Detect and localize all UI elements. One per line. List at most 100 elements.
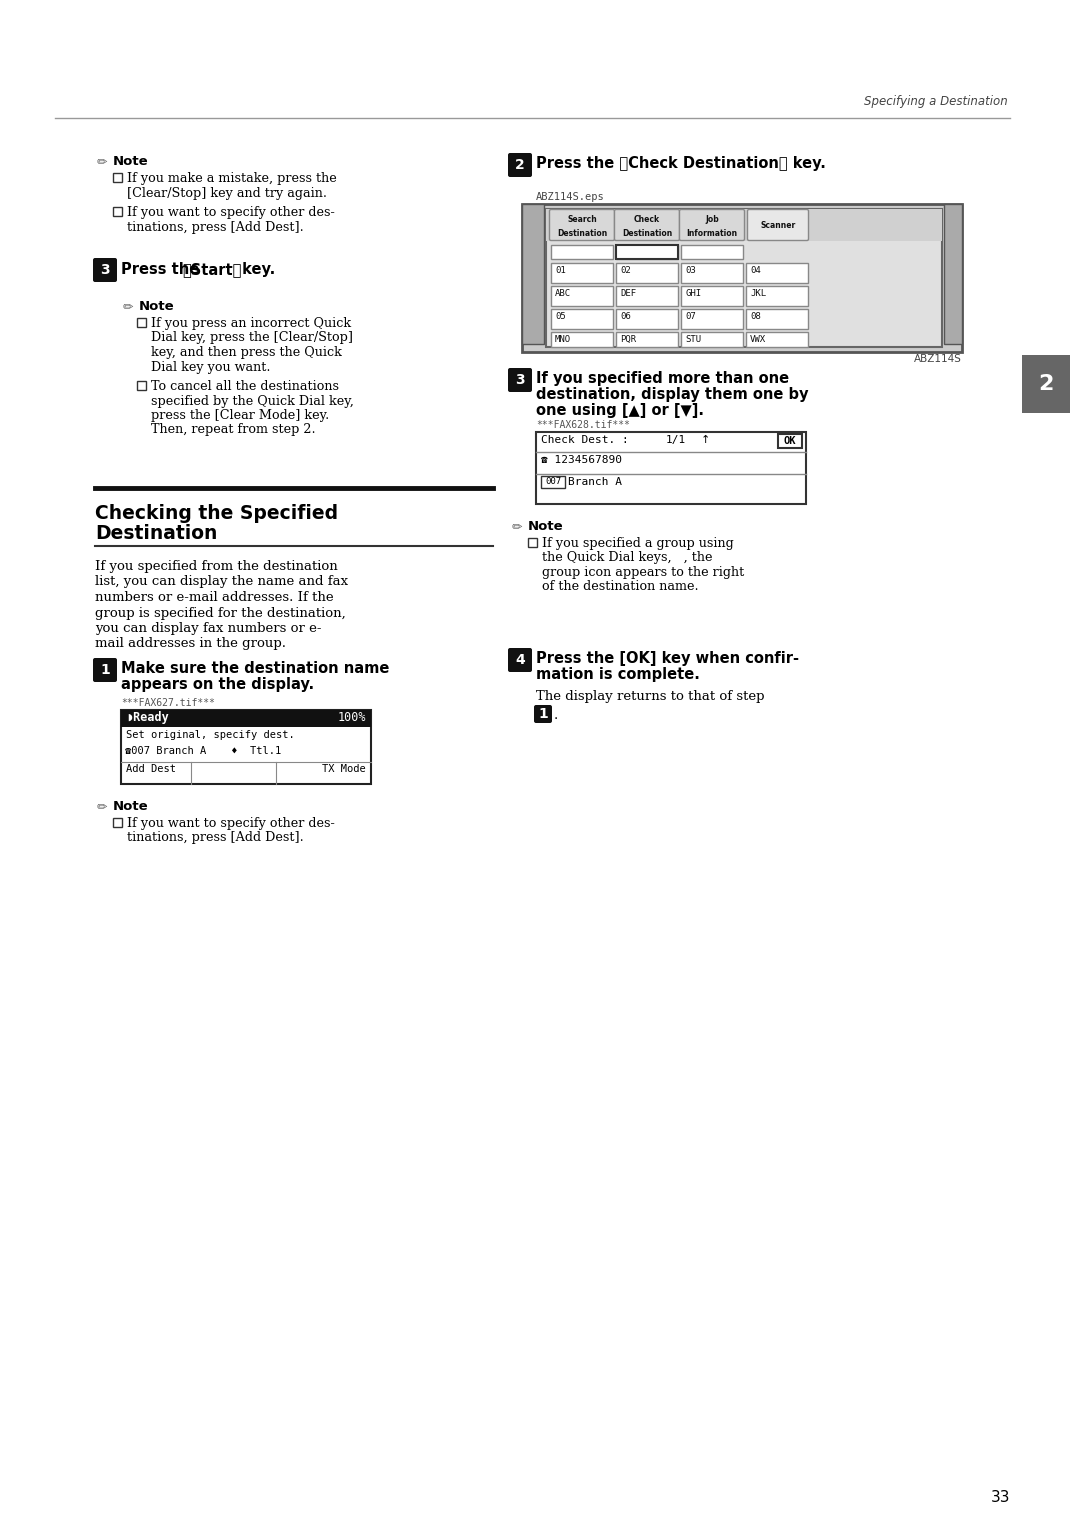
Text: Add Dest: Add Dest <box>126 764 176 775</box>
Text: 08: 08 <box>750 312 760 321</box>
Text: The display returns to that of step: The display returns to that of step <box>536 691 765 703</box>
Text: Destination: Destination <box>557 229 607 237</box>
FancyBboxPatch shape <box>508 648 532 672</box>
Text: of the destination name.: of the destination name. <box>542 581 699 593</box>
Text: PQR: PQR <box>620 335 636 344</box>
Text: If you specified more than one: If you specified more than one <box>536 371 789 387</box>
Bar <box>536 432 806 504</box>
Text: If you make a mistake, press the: If you make a mistake, press the <box>127 173 337 185</box>
Text: If you want to specify other des-: If you want to specify other des- <box>127 817 335 830</box>
Bar <box>616 244 678 260</box>
Text: Set original, specify dest.: Set original, specify dest. <box>126 730 295 740</box>
Text: 2: 2 <box>515 157 525 173</box>
FancyBboxPatch shape <box>508 368 532 393</box>
Text: 01: 01 <box>555 266 566 275</box>
Text: If you specified a group using: If you specified a group using <box>542 536 733 550</box>
Bar <box>681 309 743 329</box>
Bar <box>137 380 146 390</box>
Text: press the [Clear Mode] key.: press the [Clear Mode] key. <box>151 410 329 422</box>
Bar <box>681 244 743 260</box>
Text: To cancel all the destinations: To cancel all the destinations <box>151 380 339 393</box>
Bar <box>616 286 678 306</box>
Bar <box>121 711 372 784</box>
Text: ☎ 1234567890: ☎ 1234567890 <box>541 455 622 465</box>
Bar <box>681 263 743 283</box>
Bar <box>113 206 122 215</box>
Text: appears on the display.: appears on the display. <box>121 677 314 692</box>
Bar <box>1022 354 1070 413</box>
Text: Then, repeat from step 2.: Then, repeat from step 2. <box>151 423 315 437</box>
Text: Search: Search <box>567 214 597 223</box>
Text: Specifying a Destination: Specifying a Destination <box>864 95 1008 108</box>
FancyBboxPatch shape <box>679 209 744 240</box>
Text: 04: 04 <box>750 266 760 275</box>
Text: 100%: 100% <box>337 711 366 724</box>
Text: key.: key. <box>237 261 275 277</box>
Text: Checking the Specified: Checking the Specified <box>95 504 338 523</box>
Text: Note: Note <box>113 154 149 168</box>
Text: group is specified for the destination,: group is specified for the destination, <box>95 607 346 619</box>
Bar <box>522 205 544 344</box>
Text: 007: 007 <box>545 477 562 486</box>
Text: JKL: JKL <box>750 289 766 298</box>
Text: 1: 1 <box>100 663 110 677</box>
Bar <box>681 332 743 347</box>
Bar <box>113 817 122 827</box>
Bar <box>528 538 537 547</box>
Text: mation is complete.: mation is complete. <box>536 668 700 681</box>
Text: ☎007 Branch A    ♦  Ttl.1: ☎007 Branch A ♦ Ttl.1 <box>125 746 281 756</box>
Text: TX Mode: TX Mode <box>322 764 366 775</box>
Bar <box>746 332 808 347</box>
Text: 3: 3 <box>100 263 110 277</box>
Text: ✏: ✏ <box>123 301 134 313</box>
Text: specified by the Quick Dial key,: specified by the Quick Dial key, <box>151 394 354 408</box>
Text: ✏: ✏ <box>97 156 108 170</box>
Text: ABZ114S.eps: ABZ114S.eps <box>536 193 605 202</box>
Text: 3: 3 <box>515 373 525 387</box>
Text: GHI: GHI <box>685 289 701 298</box>
Text: Job: Job <box>705 214 719 223</box>
Bar <box>616 244 678 260</box>
Text: destination, display them one by: destination, display them one by <box>536 387 809 402</box>
Text: group icon appears to the right: group icon appears to the right <box>542 565 744 579</box>
FancyBboxPatch shape <box>93 258 117 283</box>
Text: 1: 1 <box>538 707 548 721</box>
Text: ✏: ✏ <box>97 801 108 814</box>
Text: Press the: Press the <box>121 261 204 277</box>
Bar <box>746 286 808 306</box>
Text: Make sure the destination name: Make sure the destination name <box>121 662 390 675</box>
Text: Branch A: Branch A <box>568 477 622 487</box>
Text: ***FAX628.tif***: ***FAX628.tif*** <box>536 420 630 429</box>
Text: mail addresses in the group.: mail addresses in the group. <box>95 637 286 651</box>
Text: If you press an incorrect Quick: If you press an incorrect Quick <box>151 316 351 330</box>
Text: ✏: ✏ <box>512 521 523 533</box>
Text: Check: Check <box>634 214 660 223</box>
Text: numbers or e-mail addresses. If the: numbers or e-mail addresses. If the <box>95 591 334 604</box>
Bar <box>616 332 678 347</box>
Text: 06: 06 <box>620 312 631 321</box>
Text: 02: 02 <box>620 266 631 275</box>
Text: list, you can display the name and fax: list, you can display the name and fax <box>95 576 348 588</box>
FancyBboxPatch shape <box>615 209 679 240</box>
Text: .: . <box>554 709 558 723</box>
FancyBboxPatch shape <box>508 153 532 177</box>
Text: Note: Note <box>528 520 564 533</box>
Text: ◗Ready: ◗Ready <box>126 711 168 724</box>
Text: the Quick Dial keys,   , the: the Quick Dial keys, , the <box>542 552 713 564</box>
Text: Press the [OK] key when confir-: Press the [OK] key when confir- <box>536 651 799 666</box>
FancyBboxPatch shape <box>93 659 117 681</box>
Bar <box>551 263 613 283</box>
Text: one using [▲] or [▼].: one using [▲] or [▼]. <box>536 403 704 419</box>
Text: OK: OK <box>784 435 796 446</box>
Text: 4: 4 <box>515 652 525 668</box>
Text: 05: 05 <box>555 312 566 321</box>
Text: 1/1: 1/1 <box>666 435 686 445</box>
Text: If you want to specify other des-: If you want to specify other des- <box>127 206 335 219</box>
Text: Information: Information <box>687 229 738 237</box>
Text: 33: 33 <box>990 1490 1010 1505</box>
Text: Press the 【Check Destination】 key.: Press the 【Check Destination】 key. <box>536 156 826 171</box>
Bar <box>746 309 808 329</box>
FancyBboxPatch shape <box>534 704 552 723</box>
Bar <box>778 434 802 448</box>
Bar <box>113 173 122 182</box>
